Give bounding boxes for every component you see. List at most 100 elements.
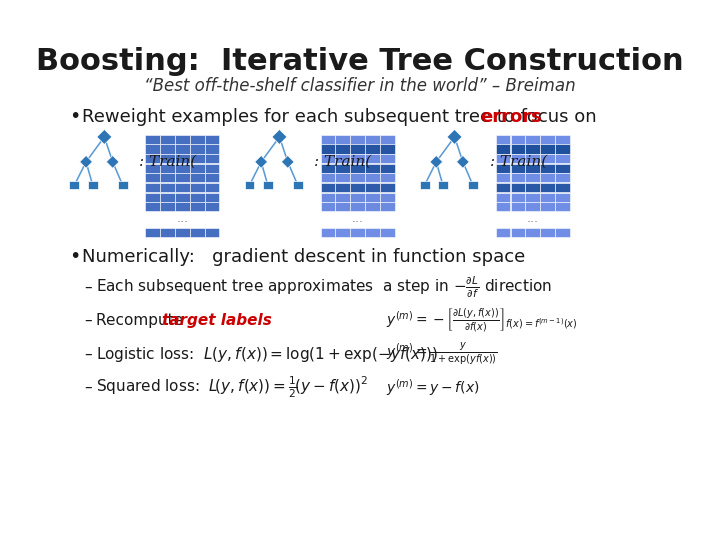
Bar: [380, 164, 395, 173]
FancyBboxPatch shape: [263, 181, 273, 190]
Bar: [190, 135, 204, 144]
Bar: [510, 202, 525, 211]
Bar: [555, 227, 570, 237]
Bar: [336, 202, 350, 211]
FancyBboxPatch shape: [293, 181, 302, 190]
Bar: [175, 202, 189, 211]
Bar: [380, 202, 395, 211]
Bar: [320, 183, 335, 192]
Bar: [175, 135, 189, 144]
Bar: [380, 173, 395, 183]
Bar: [351, 227, 365, 237]
Bar: [380, 183, 395, 192]
Text: Numerically:   gradient descent in function space: Numerically: gradient descent in functio…: [81, 248, 525, 266]
Text: –: –: [84, 347, 92, 362]
Bar: [190, 227, 204, 237]
Bar: [540, 154, 555, 163]
Bar: [495, 164, 510, 173]
Text: Each subsequent tree approximates  a step in $-\frac{\partial L}{\partial f}$ di: Each subsequent tree approximates a step…: [96, 275, 552, 300]
Bar: [555, 135, 570, 144]
Bar: [145, 154, 160, 163]
Bar: [510, 173, 525, 183]
Polygon shape: [255, 156, 268, 168]
Bar: [540, 183, 555, 192]
Text: ...: ...: [526, 212, 539, 225]
Text: Squared loss:  $L\!\left(y, f(x)\right) = \frac{1}{2}\!\left(y - f(x)\right)^2$: Squared loss: $L\!\left(y, f(x)\right) =…: [96, 375, 369, 400]
FancyBboxPatch shape: [69, 181, 79, 190]
Bar: [351, 173, 365, 183]
Bar: [145, 183, 160, 192]
Bar: [526, 164, 540, 173]
Bar: [351, 154, 365, 163]
Polygon shape: [97, 130, 112, 144]
Bar: [526, 154, 540, 163]
Bar: [351, 193, 365, 202]
Polygon shape: [456, 156, 469, 168]
Text: •: •: [69, 107, 81, 126]
Bar: [365, 144, 379, 153]
Bar: [145, 202, 160, 211]
Bar: [495, 154, 510, 163]
Bar: [336, 183, 350, 192]
Text: –: –: [84, 313, 92, 328]
FancyBboxPatch shape: [468, 181, 478, 190]
Bar: [510, 227, 525, 237]
Bar: [175, 144, 189, 153]
Bar: [145, 164, 160, 173]
Bar: [336, 227, 350, 237]
Bar: [540, 144, 555, 153]
Text: Reweight examples for each subsequent tree to focus on: Reweight examples for each subsequent tr…: [81, 108, 602, 126]
FancyBboxPatch shape: [420, 181, 430, 190]
Bar: [145, 173, 160, 183]
Bar: [540, 135, 555, 144]
Bar: [351, 164, 365, 173]
Bar: [320, 144, 335, 153]
Bar: [161, 144, 175, 153]
Bar: [161, 183, 175, 192]
Polygon shape: [447, 130, 462, 144]
Text: •: •: [69, 247, 81, 266]
Bar: [205, 193, 220, 202]
Bar: [190, 202, 204, 211]
Bar: [365, 135, 379, 144]
FancyBboxPatch shape: [88, 181, 98, 190]
Bar: [190, 173, 204, 183]
Bar: [320, 173, 335, 183]
Bar: [526, 144, 540, 153]
Bar: [205, 144, 220, 153]
Bar: [190, 164, 204, 173]
Bar: [540, 193, 555, 202]
FancyBboxPatch shape: [117, 181, 127, 190]
Bar: [336, 164, 350, 173]
Bar: [145, 144, 160, 153]
Bar: [175, 164, 189, 173]
Text: $y^{(m)} = \frac{y}{1+\exp(yf(x))}$: $y^{(m)} = \frac{y}{1+\exp(yf(x))}$: [386, 341, 498, 367]
Text: $y^{(m)} = y - f(x)$: $y^{(m)} = y - f(x)$: [386, 377, 480, 398]
Bar: [365, 193, 379, 202]
Bar: [540, 202, 555, 211]
Text: ...: ...: [351, 212, 364, 225]
Bar: [205, 135, 220, 144]
Bar: [190, 144, 204, 153]
Bar: [555, 154, 570, 163]
Bar: [540, 173, 555, 183]
Text: errors: errors: [480, 108, 541, 126]
Bar: [161, 173, 175, 183]
Text: : Train(: : Train(: [490, 154, 546, 168]
Bar: [190, 154, 204, 163]
Bar: [161, 164, 175, 173]
Bar: [555, 202, 570, 211]
Text: ...: ...: [176, 212, 188, 225]
Bar: [175, 154, 189, 163]
Bar: [145, 227, 160, 237]
Bar: [336, 135, 350, 144]
Bar: [205, 202, 220, 211]
FancyBboxPatch shape: [438, 181, 448, 190]
Bar: [365, 173, 379, 183]
Bar: [161, 202, 175, 211]
Bar: [205, 164, 220, 173]
Bar: [380, 154, 395, 163]
Bar: [510, 154, 525, 163]
Bar: [526, 202, 540, 211]
Bar: [555, 183, 570, 192]
